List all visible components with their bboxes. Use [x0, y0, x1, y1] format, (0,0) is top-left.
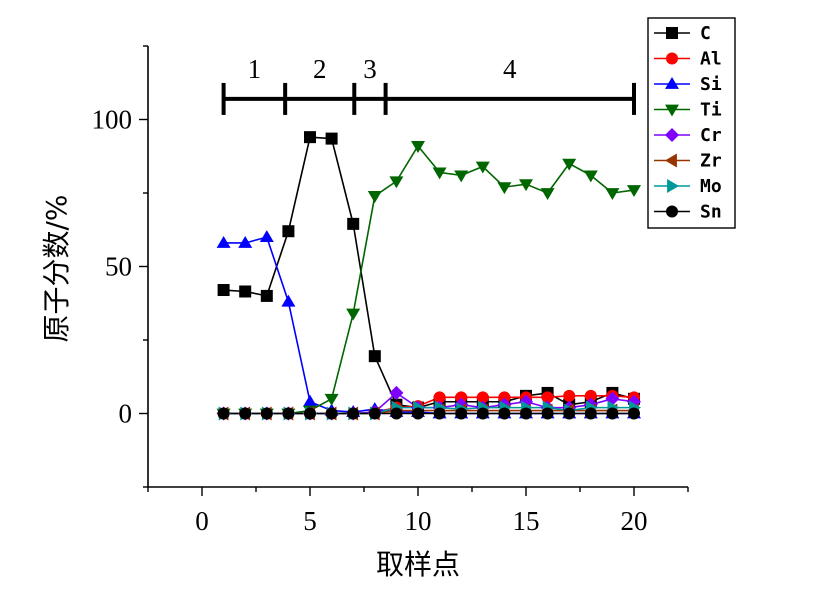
point-sn: [239, 407, 252, 420]
point-c: [368, 350, 381, 363]
legend-marker-al: [666, 52, 678, 65]
point-ti: [475, 161, 490, 174]
point-sn: [347, 407, 360, 420]
point-si: [281, 294, 296, 307]
plot-axes: 0 5 10 15 20 0 50 100: [92, 45, 689, 536]
point-c: [325, 132, 338, 145]
point-si: [303, 394, 317, 407]
legend-marker-ti: [665, 104, 679, 117]
point-al: [584, 389, 597, 402]
point-sn: [563, 407, 576, 420]
x-tick-label: 15: [513, 506, 540, 536]
point-ti: [605, 188, 620, 200]
legend-marker-cr: [665, 128, 679, 142]
point-ti: [389, 176, 404, 189]
legend: C Al Si Ti Cr Zr Mo Sn: [647, 17, 736, 229]
point-si: [238, 235, 253, 248]
series-lines: [223, 136, 635, 415]
point-c: [347, 217, 360, 230]
point-si: [259, 230, 274, 242]
series-line-si: [223, 236, 634, 415]
legend-marker-sn: [666, 205, 678, 218]
point-ti: [540, 188, 555, 200]
region-bar: 1 2 3 4: [221, 54, 636, 115]
point-ti: [411, 141, 425, 153]
region-label-3: 3: [363, 54, 377, 84]
x-tick-label: 0: [195, 506, 209, 536]
point-ti: [627, 185, 641, 198]
series-markers: [216, 131, 641, 421]
point-ti: [583, 170, 598, 183]
point-c: [282, 225, 295, 238]
region-label-1: 1: [248, 54, 262, 84]
point-sn: [476, 407, 489, 420]
legend-label-ti: Ti: [700, 100, 722, 121]
legend-marker-si: [665, 77, 679, 89]
point-ti: [432, 167, 447, 180]
legend-box: [647, 17, 736, 229]
point-sn: [455, 407, 468, 420]
point-c: [239, 285, 252, 298]
legend-marker-mo: [667, 179, 679, 193]
point-ti: [324, 393, 339, 406]
point-ti: [367, 191, 382, 203]
x-tick-label: 20: [621, 506, 648, 536]
point-ti: [497, 182, 512, 195]
point-sn: [217, 407, 230, 420]
point-sn: [433, 407, 446, 420]
point-ti: [519, 179, 533, 192]
legend-label-zr: Zr: [700, 151, 722, 172]
point-ti: [346, 308, 361, 321]
point-al: [476, 391, 489, 404]
x-tick-label: 5: [303, 506, 317, 536]
point-si: [216, 235, 231, 248]
legend-label-sn: Sn: [700, 202, 722, 223]
point-ti: [454, 170, 469, 183]
legend-label-mo: Mo: [700, 176, 722, 197]
point-al: [541, 391, 554, 404]
legend-label-si: Si: [700, 74, 722, 95]
point-sn: [325, 407, 338, 420]
point-c: [260, 289, 273, 302]
point-sn: [606, 407, 619, 420]
series-line-c: [223, 136, 635, 409]
point-cr: [389, 385, 404, 400]
point-sn: [498, 407, 511, 420]
y-tick-label: 0: [119, 399, 133, 429]
point-ti: [562, 158, 577, 171]
legend-label-cr: Cr: [700, 125, 722, 146]
point-sn: [282, 407, 295, 420]
region-label-4: 4: [503, 54, 517, 84]
point-sn: [260, 407, 273, 420]
point-al: [455, 391, 468, 404]
x-axis-label: 取样点: [376, 548, 460, 581]
point-c: [217, 284, 230, 297]
legend-marker-zr: [665, 153, 677, 168]
series-line-ti: [223, 145, 635, 415]
point-al: [433, 391, 446, 404]
legend-marker-c: [666, 27, 678, 39]
point-sn: [390, 407, 403, 420]
y-tick-label: 50: [105, 252, 132, 282]
point-sn: [412, 407, 424, 420]
point-sn: [584, 407, 597, 420]
point-c: [304, 131, 316, 144]
point-sn: [541, 407, 554, 420]
point-sn: [368, 407, 381, 420]
region-label-2: 2: [313, 54, 327, 84]
point-al: [563, 389, 576, 402]
y-tick-label: 100: [92, 105, 133, 135]
point-sn: [304, 407, 316, 420]
point-sn: [520, 407, 532, 420]
x-tick-label: 10: [405, 506, 432, 536]
y-axis-label: 原子分数/%: [40, 194, 73, 342]
legend-label-c: C: [700, 23, 711, 44]
legend-label-al: Al: [700, 49, 722, 70]
point-al: [498, 391, 511, 404]
point-sn: [628, 407, 640, 420]
